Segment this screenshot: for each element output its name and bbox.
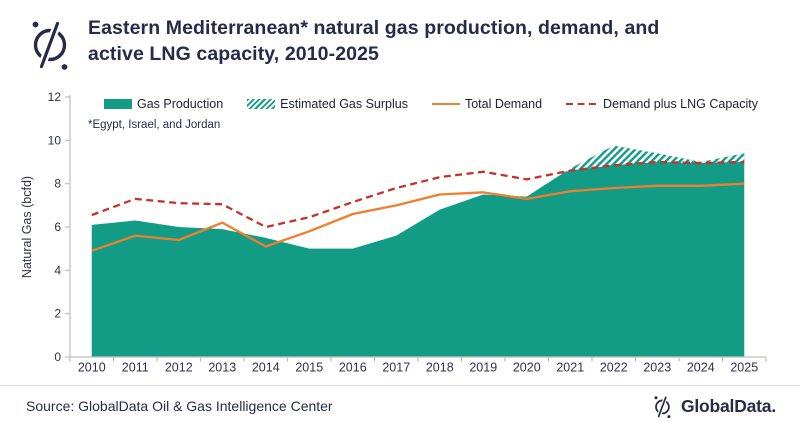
y-tick-label: 0 — [54, 350, 61, 364]
x-tick-label: 2018 — [426, 361, 454, 375]
gas-production-swatch — [104, 99, 132, 109]
y-axis-title: Natural Gas (bcfd) — [20, 176, 34, 278]
x-tick-label: 2010 — [78, 361, 106, 375]
source-text: Source: GlobalData Oil & Gas Intelligenc… — [26, 398, 333, 414]
x-tick-label: 2013 — [208, 361, 236, 375]
page-title-line1: Eastern Mediterranean* natural gas produ… — [88, 17, 660, 39]
legend-item-gas-production: Gas Production — [104, 97, 223, 111]
chart-area: 0 2 4 6 8 10 12 2010 2011 2012 2013 2014 2015 2016 201… — [0, 90, 800, 386]
page-title: Eastern Mediterranean* natural gas produ… — [88, 15, 768, 67]
chart-legend: Gas Production Estimated Gas Surplus Tot… — [104, 97, 758, 111]
chart-plot: 0 2 4 6 8 10 12 2010 2011 2012 2013 2014 2015 2016 201… — [20, 90, 767, 375]
x-tick-label: 2022 — [600, 361, 628, 375]
x-tick-label: 2014 — [252, 361, 280, 375]
x-tick-label: 2024 — [687, 361, 715, 375]
x-tick-label: 2016 — [339, 361, 367, 375]
chart-footnote: *Egypt, Israel, and Jordan — [88, 119, 221, 131]
legend-label: Total Demand — [464, 97, 543, 111]
x-tick-label: 2012 — [165, 361, 193, 375]
y-tick-label: 4 — [54, 263, 61, 277]
x-tick-label: 2025 — [730, 361, 758, 375]
page-title-line2: active LNG capacity, 2010-2025 — [88, 43, 379, 65]
total-demand-line — [91, 182, 745, 252]
legend-item-total-demand: Total Demand — [431, 97, 543, 111]
y-tick-label: 12 — [48, 90, 62, 104]
gas-production-area — [91, 145, 745, 357]
footer-brand: GlobalData. — [650, 393, 776, 419]
total-demand-swatch — [431, 102, 460, 106]
legend-label: Demand plus LNG Capacity — [603, 97, 758, 111]
legend-label: Gas Production — [137, 97, 224, 111]
demand-plus-lng-swatch — [566, 102, 599, 106]
x-tick-label: 2017 — [382, 361, 410, 375]
y-tick-label: 8 — [54, 177, 61, 191]
estimated-gas-surplus-swatch — [247, 99, 276, 109]
legend-item-estimated-gas-surplus: Estimated Gas Surplus — [247, 97, 408, 111]
x-tick-label: 2011 — [122, 361, 149, 375]
y-tick-label: 10 — [48, 133, 62, 147]
x-tick-label: 2021 — [556, 361, 584, 375]
x-tick-label: 2023 — [643, 361, 671, 375]
legend-label: Estimated Gas Surplus — [280, 97, 408, 111]
footer-divider — [0, 385, 800, 386]
legend-item-demand-plus-lng: Demand plus LNG Capacity — [566, 97, 758, 111]
x-tick-label: 2015 — [295, 361, 323, 375]
y-tick-label: 2 — [54, 307, 61, 321]
x-tick-label: 2019 — [469, 361, 497, 375]
globaldata-compass-icon-small — [654, 396, 671, 419]
y-tick-label: 6 — [54, 220, 61, 234]
x-tick-label: 2020 — [513, 361, 541, 375]
estimated-gas-surplus-area — [565, 145, 745, 172]
footer-brand-wordmark: GlobalData. — [680, 395, 776, 416]
globaldata-compass-icon — [32, 21, 68, 70]
